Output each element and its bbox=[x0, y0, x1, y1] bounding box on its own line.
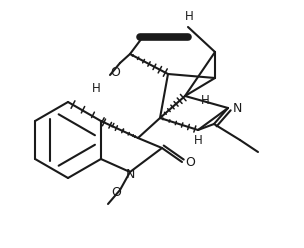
Text: N: N bbox=[232, 101, 242, 115]
Text: N: N bbox=[125, 167, 135, 181]
Text: O: O bbox=[111, 186, 121, 198]
Text: O: O bbox=[185, 155, 195, 168]
Text: H: H bbox=[201, 93, 209, 106]
Text: O: O bbox=[110, 65, 120, 79]
Polygon shape bbox=[140, 36, 188, 38]
Text: H: H bbox=[185, 9, 193, 23]
Text: H: H bbox=[194, 134, 202, 148]
Text: H: H bbox=[92, 82, 100, 94]
